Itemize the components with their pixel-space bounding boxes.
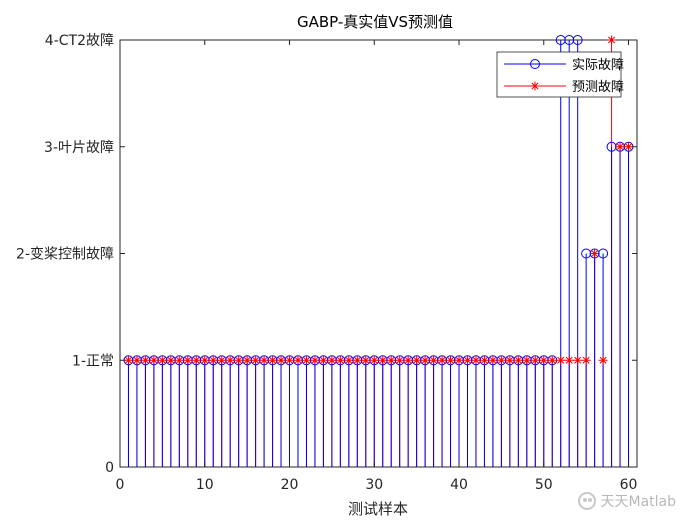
plot-area <box>119 39 638 468</box>
marker-predicted <box>310 355 320 365</box>
x-axis-label: 测试样本 <box>348 500 408 518</box>
wechat-icon <box>578 492 597 510</box>
marker-predicted <box>386 355 396 365</box>
marker-predicted <box>242 355 252 365</box>
marker-predicted <box>429 355 439 365</box>
legend-marker-actual <box>530 59 540 69</box>
x-tick-label: 30 <box>365 477 383 493</box>
marker-predicted <box>556 355 566 365</box>
x-tick-label: 40 <box>450 477 468 493</box>
watermark: 天天Matlab <box>578 491 676 511</box>
marker-predicted <box>352 355 362 365</box>
marker-predicted <box>301 355 311 365</box>
marker-predicted <box>157 355 167 365</box>
marker-predicted <box>403 355 413 365</box>
marker-predicted <box>624 142 634 152</box>
marker-predicted <box>285 355 295 365</box>
marker-predicted <box>217 355 227 365</box>
marker-predicted <box>573 355 583 365</box>
marker-predicted <box>369 355 379 365</box>
stem-markers <box>123 35 634 366</box>
marker-predicted <box>590 249 600 258</box>
marker-predicted <box>412 355 422 365</box>
marker-predicted <box>462 355 472 365</box>
marker-actual <box>564 35 575 45</box>
marker-predicted <box>174 355 184 365</box>
watermark-text: 天天Matlab <box>600 494 676 510</box>
marker-predicted <box>454 355 464 365</box>
marker-predicted <box>395 355 405 365</box>
x-tick-label: 10 <box>196 477 214 493</box>
marker-predicted <box>471 355 481 365</box>
marker-predicted <box>259 355 269 365</box>
marker-predicted <box>598 355 608 365</box>
legend: 实际故障 预测故障 <box>496 51 624 98</box>
legend-star-shape <box>530 81 540 91</box>
marker-predicted <box>505 355 515 365</box>
marker-predicted <box>149 355 159 365</box>
marker-predicted <box>251 355 261 365</box>
marker-predicted <box>123 355 133 365</box>
y-tick-label: 3-叶片故障 <box>44 140 114 156</box>
marker-actual <box>598 248 609 259</box>
marker-predicted <box>276 355 286 365</box>
legend-marker-predicted <box>530 81 540 91</box>
y-tick-label: 2-变桨控制故障 <box>16 246 114 263</box>
legend-label-actual: 实际故障 <box>572 58 624 73</box>
y-tick-label: 0 <box>105 460 114 476</box>
marker-predicted <box>361 355 371 365</box>
marker-actual <box>555 35 566 45</box>
marker-predicted <box>166 355 176 365</box>
marker-predicted <box>225 355 235 365</box>
marker-predicted <box>437 355 447 365</box>
marker-predicted <box>293 355 303 365</box>
marker-predicted <box>530 355 540 365</box>
marker-predicted <box>496 355 506 365</box>
marker-predicted <box>318 355 328 365</box>
x-tick-label: 60 <box>620 477 638 493</box>
marker-predicted <box>344 355 354 365</box>
marker-predicted <box>378 355 388 365</box>
marker-predicted <box>446 355 456 365</box>
marker-predicted <box>335 355 345 365</box>
marker-predicted <box>547 355 557 365</box>
marker-predicted <box>607 35 617 45</box>
marker-predicted <box>140 355 150 365</box>
marker-predicted <box>132 355 142 365</box>
x-axis-ticks: 0 10 20 30 40 50 60 <box>116 40 638 493</box>
x-tick-label: 0 <box>116 477 125 493</box>
marker-predicted <box>268 355 278 365</box>
y-tick-label: 1-正常 <box>72 353 114 369</box>
x-tick-label: 50 <box>535 477 553 493</box>
marker-predicted <box>183 355 193 365</box>
marker-actual <box>572 35 583 45</box>
marker-predicted <box>522 355 532 365</box>
marker-predicted <box>327 355 337 365</box>
marker-predicted <box>479 355 489 365</box>
marker-predicted <box>615 142 625 152</box>
x-tick-label: 20 <box>281 477 299 493</box>
marker-predicted <box>200 355 210 365</box>
legend-label-predicted: 预测故障 <box>572 80 624 95</box>
marker-predicted <box>581 355 591 365</box>
marker-predicted <box>191 355 201 365</box>
marker-predicted <box>564 355 574 365</box>
chart-title: GABP-真实值VS预测值 <box>297 13 453 31</box>
y-tick-label: 4-CT2故障 <box>45 33 114 49</box>
marker-predicted <box>513 355 523 365</box>
marker-predicted <box>420 355 430 365</box>
legend-box <box>496 51 622 98</box>
marker-predicted <box>234 355 244 365</box>
marker-predicted <box>488 355 498 365</box>
y-axis-ticks: 0 1-正常 2-变桨控制故障 3-叶片故障 4-CT2故障 <box>16 33 637 476</box>
stem-lines <box>127 40 630 467</box>
marker-predicted <box>539 355 549 365</box>
marker-predicted <box>208 355 218 365</box>
